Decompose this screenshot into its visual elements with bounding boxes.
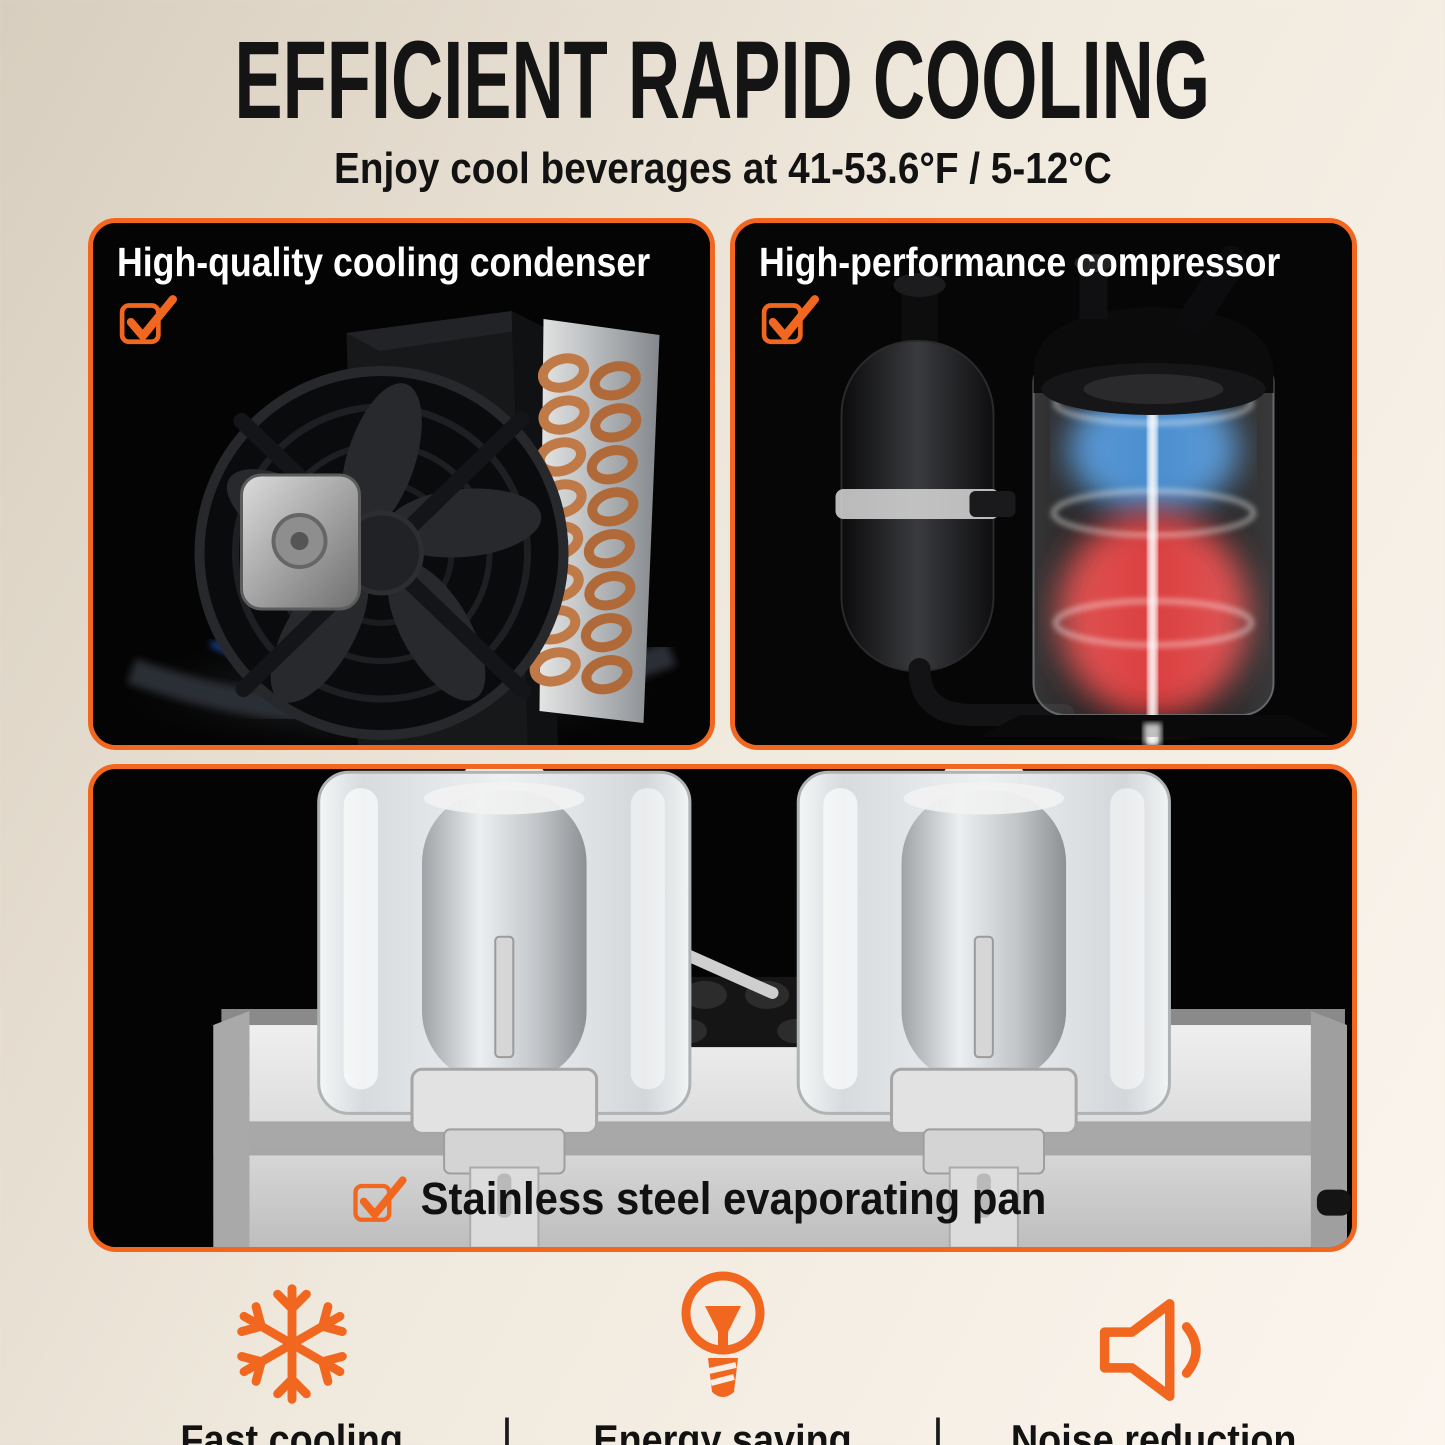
- evaporating-pan-label: Stainless steel evaporating pan: [420, 1173, 1046, 1224]
- compressor-title-text: High-performance compressor: [759, 239, 1281, 285]
- checkbox-icon: [119, 295, 177, 345]
- evaporating-pan-photo: [93, 769, 1352, 1247]
- page-title: EFFICIENT RAPID COOLING: [0, 24, 1445, 135]
- compressor-panel: High-performance compressor: [730, 218, 1357, 750]
- compressor-title: High-performance compressor: [759, 239, 1352, 286]
- benefit-label-noise-reduction: Noise reduction: [1010, 1416, 1297, 1445]
- condenser-title-text: High-quality cooling condenser: [117, 239, 651, 285]
- bulb-icon: [673, 1266, 773, 1406]
- checkbox-icon: [761, 295, 819, 345]
- benefit-label-energy-saving: Energy saving: [593, 1416, 852, 1445]
- evaporating-pan-panel: Stainless steel evaporating pan: [88, 764, 1357, 1252]
- snowflake-icon: [236, 1282, 348, 1406]
- evaporating-pan-caption: Stainless steel evaporating pan: [352, 1173, 1093, 1225]
- benefit-separator: |: [932, 1409, 944, 1445]
- benefits-row: | | Fast cooling Energy saving Noise red…: [98, 1266, 1347, 1445]
- feature-panels-row: High-quality cooling condenser: [88, 218, 1357, 750]
- benefit-label-fast-cooling: Fast cooling: [180, 1416, 403, 1445]
- condenser-photo: [93, 223, 710, 745]
- condenser-title: High-quality cooling condenser: [117, 239, 710, 286]
- benefit-separator: |: [501, 1409, 513, 1445]
- page-subtitle: Enjoy cool beverages at 41-53.6°F / 5-12…: [0, 144, 1445, 196]
- page-title-text: EFFICIENT RAPID COOLING: [234, 17, 1211, 142]
- compressor-photo: [735, 223, 1352, 745]
- checkbox-icon: [352, 1175, 407, 1222]
- condenser-panel: High-quality cooling condenser: [88, 218, 715, 750]
- page-subtitle-text: Enjoy cool beverages at 41-53.6°F / 5-12…: [333, 144, 1112, 193]
- speaker-icon: [1092, 1294, 1216, 1406]
